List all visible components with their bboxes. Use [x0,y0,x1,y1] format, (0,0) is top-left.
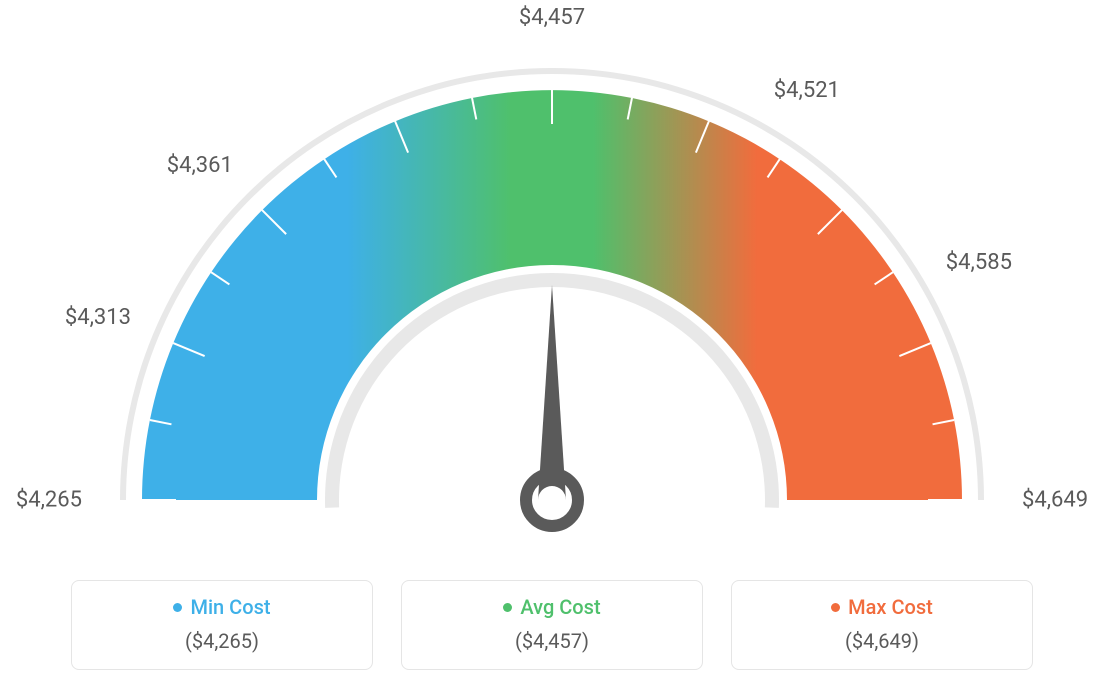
gauge-scale-label: $4,457 [519,5,585,30]
gauge-needle [526,285,578,526]
max-dot-icon [831,603,840,612]
legend-title-avg: Avg Cost [503,595,600,619]
gauge-scale-label: $4,361 [167,153,233,178]
gauge-scale-label: $4,649 [1022,488,1088,513]
legend-min-value: ($4,265) [72,629,372,653]
min-dot-icon [173,603,182,612]
legend-row: Min Cost ($4,265) Avg Cost ($4,457) Max … [0,580,1104,670]
legend-max-label: Max Cost [848,595,933,619]
legend-title-max: Max Cost [831,595,933,619]
gauge-scale-label: $4,265 [16,488,82,513]
legend-min-label: Min Cost [190,595,270,619]
gauge-svg [0,0,1104,560]
legend-title-min: Min Cost [173,595,270,619]
legend-max-value: ($4,649) [732,629,1032,653]
gauge-scale-label: $4,521 [774,78,840,103]
legend-avg-value: ($4,457) [402,629,702,653]
gauge-scale-label: $4,585 [946,250,1012,275]
gauge-scale-label: $4,313 [65,305,131,330]
cost-gauge-chart: $4,265 $4,313 $4,361 $4,457 $4,521 $4,585 $4,6… [0,0,1104,690]
avg-dot-icon [503,603,512,612]
legend-card-avg: Avg Cost ($4,457) [401,580,703,670]
legend-card-min: Min Cost ($4,265) [71,580,373,670]
gauge-area: $4,265 $4,313 $4,361 $4,457 $4,521 $4,585 $4,6… [0,0,1104,560]
legend-card-max: Max Cost ($4,649) [731,580,1033,670]
legend-avg-label: Avg Cost [520,595,600,619]
